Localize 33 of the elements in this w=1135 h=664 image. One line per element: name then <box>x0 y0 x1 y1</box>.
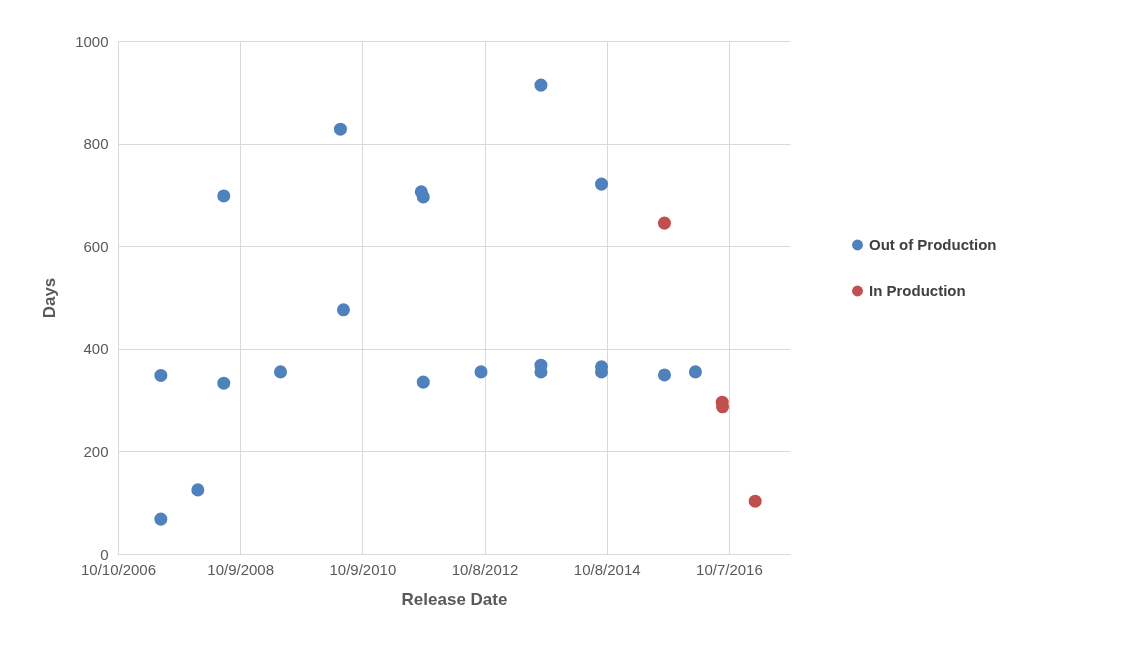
point <box>657 368 671 382</box>
y-tick-label: 800 <box>83 135 109 153</box>
x-tick-label: 10/8/2014 <box>573 560 641 578</box>
point <box>534 78 548 92</box>
point <box>191 483 205 497</box>
y-tick-label: 400 <box>83 340 109 358</box>
x-tick-label: 10/8/2012 <box>451 560 519 578</box>
point <box>657 216 671 230</box>
point <box>217 376 231 390</box>
y-tick-label: 600 <box>83 237 109 255</box>
point <box>748 494 762 508</box>
x-tick-label: 10/10/2006 <box>80 560 157 578</box>
x-tick-label: 10/9/2008 <box>207 560 275 578</box>
point <box>274 365 288 379</box>
point <box>333 122 347 136</box>
x-tick-label: 10/9/2010 <box>329 560 397 578</box>
y-tick-label: 0 <box>100 545 109 563</box>
point <box>217 189 231 203</box>
x-axis-title: Release Date <box>401 589 508 609</box>
point <box>688 365 702 379</box>
x-tick-label: 10/7/2016 <box>696 560 763 578</box>
point <box>154 368 168 382</box>
point <box>154 512 168 526</box>
point <box>416 375 430 389</box>
y-tick-label: 200 <box>83 442 109 460</box>
y-tick-label: 1000 <box>75 32 109 50</box>
legend-label: In Production <box>869 282 966 299</box>
point <box>474 365 488 379</box>
point <box>416 190 430 204</box>
legend-label: Out of Production <box>869 236 997 253</box>
point <box>595 177 609 191</box>
y-axis-title: Days <box>40 277 60 319</box>
point <box>336 303 350 317</box>
